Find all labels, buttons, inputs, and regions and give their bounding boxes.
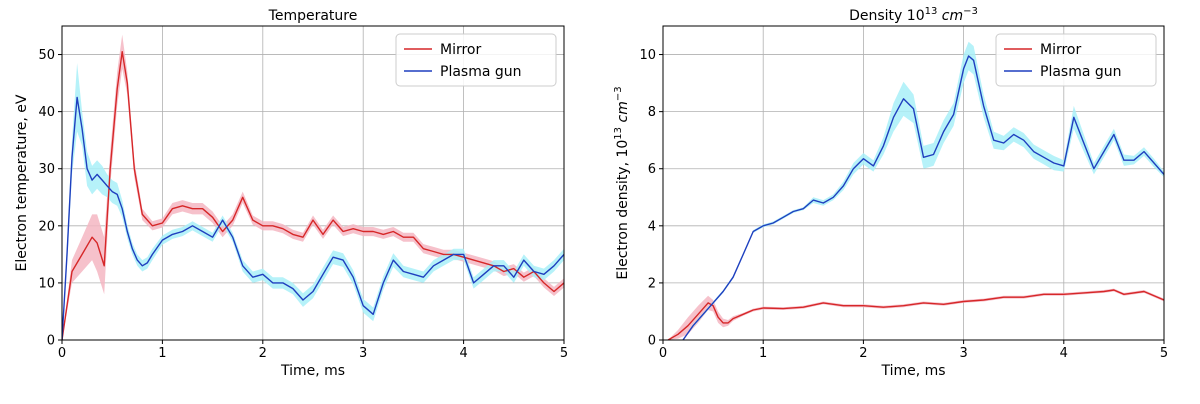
chart-title-part: 13 xyxy=(925,6,938,17)
y-tick-label: 0 xyxy=(47,334,55,349)
y-tick-label: 8 xyxy=(648,105,656,120)
chart-title-part: cm xyxy=(942,8,963,24)
chart-title: Density 1013 cm−3 xyxy=(849,6,978,24)
x-tick-label: 0 xyxy=(58,346,66,361)
y-tick-label: 30 xyxy=(38,162,55,177)
y-tick-label: 2 xyxy=(648,276,656,291)
x-tick-label: 2 xyxy=(259,346,267,361)
legend-box xyxy=(395,33,557,87)
y-tick-label: 10 xyxy=(38,276,55,291)
y-tick-label: 40 xyxy=(38,105,55,120)
chart-title: Temperature xyxy=(268,8,358,24)
x-tick-label: 2 xyxy=(859,346,867,361)
y-tick-label: 6 xyxy=(648,162,656,177)
y-axis-label-part: Electron density, 10 xyxy=(615,140,631,280)
legend: Mirror Plasma gun xyxy=(995,33,1157,87)
y-tick-label: 20 xyxy=(38,219,55,234)
y-tick-label: 0 xyxy=(648,334,656,349)
x-tick-label: 1 xyxy=(759,346,767,361)
x-tick-label: 0 xyxy=(659,346,667,361)
y-axis-label-part: cm xyxy=(615,101,631,122)
y-axis-label-part: 13 xyxy=(613,127,624,140)
x-tick-label: 3 xyxy=(359,346,367,361)
plot-area xyxy=(62,34,564,340)
series-line-plasma-gun xyxy=(62,96,564,340)
legend-label-plasma-gun: Plasma gun xyxy=(1040,64,1122,80)
legend-box xyxy=(995,33,1157,87)
legend: Mirror Plasma gun xyxy=(395,33,557,87)
series-line-mirror xyxy=(62,51,564,340)
axes-frame xyxy=(61,25,565,341)
chart-title-part: Density 10 xyxy=(849,8,925,24)
x-axis-label: Time, ms xyxy=(280,363,345,379)
series-line-plasma-gun xyxy=(682,55,1164,340)
y-axis-label-part: −3 xyxy=(613,86,624,101)
legend-label-mirror: Mirror xyxy=(1040,42,1081,58)
x-tick-label: 4 xyxy=(1060,346,1068,361)
legend-label-mirror: Mirror xyxy=(440,42,481,58)
x-tick-label: 1 xyxy=(158,346,166,361)
chart-title-part: −3 xyxy=(963,6,978,17)
y-tick-label: 4 xyxy=(648,219,656,234)
y-tick-label: 50 xyxy=(38,48,55,63)
x-tick-label: 3 xyxy=(959,346,967,361)
x-axis-label: Time, ms xyxy=(880,363,945,379)
plot-area xyxy=(667,41,1164,340)
x-tick-label: 4 xyxy=(459,346,467,361)
axes-frame xyxy=(662,25,1165,341)
x-tick-label: 5 xyxy=(1160,346,1168,361)
series-line-mirror xyxy=(667,289,1164,340)
y-tick-label: 10 xyxy=(639,48,656,63)
x-tick-label: 5 xyxy=(560,346,568,361)
y-axis-label: Electron temperature, eV xyxy=(14,94,30,271)
y-axis-label: Electron density, 1013 cm−3 xyxy=(613,86,631,279)
legend-label-plasma-gun: Plasma gun xyxy=(440,64,522,80)
series-band-plasma-gun xyxy=(62,63,564,340)
